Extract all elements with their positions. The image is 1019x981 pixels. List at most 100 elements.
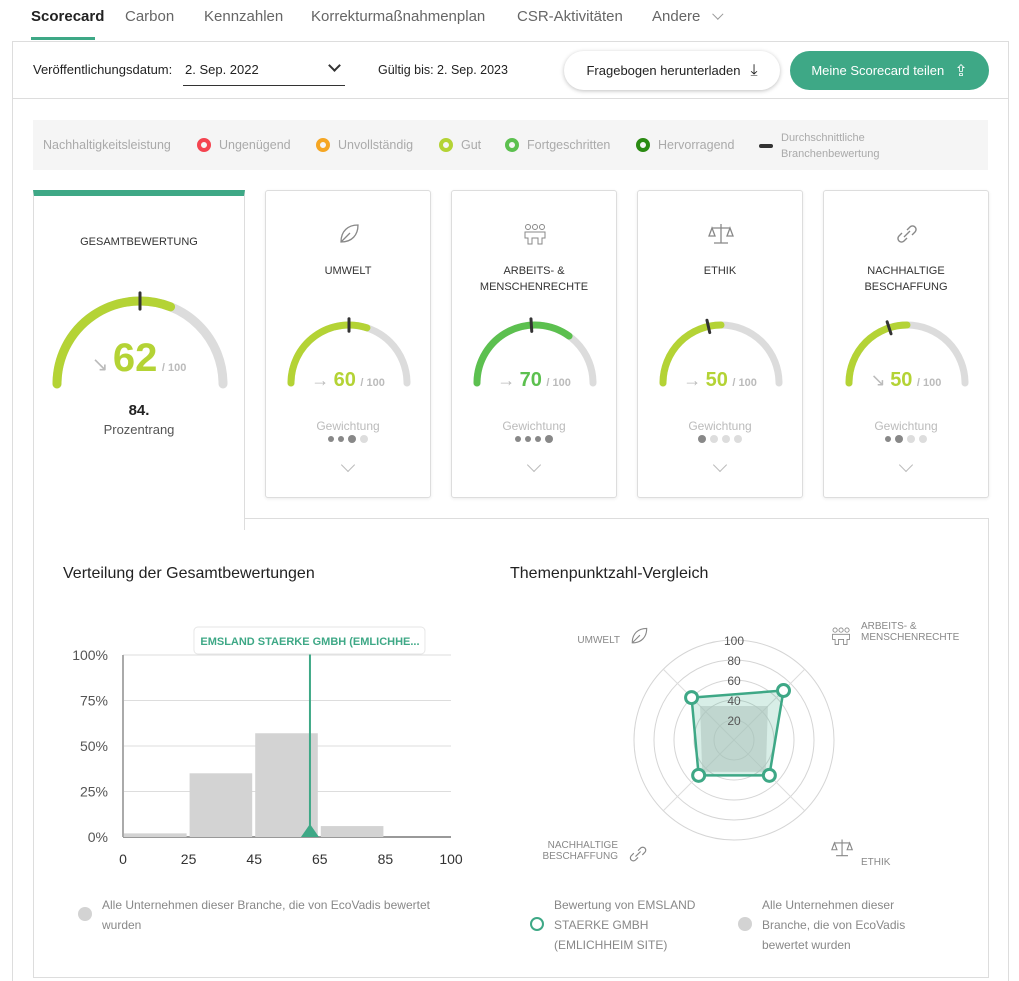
industry-average-marker xyxy=(529,317,534,333)
weight-dot xyxy=(710,435,718,443)
radar-ring xyxy=(673,679,795,801)
company-tooltip-label: EMSLAND STAERKE GMBH (EMLICHHE... xyxy=(200,636,419,648)
chevron-down-icon xyxy=(711,8,724,20)
weight-indicator xyxy=(824,435,988,443)
theme-score: → 60 / 100 xyxy=(266,369,430,392)
tab-andere[interactable]: Andere xyxy=(652,8,724,25)
legend-swatch-gray xyxy=(78,907,92,921)
score-max: / 100 xyxy=(360,377,385,389)
expand-chevron-icon[interactable] xyxy=(266,457,430,475)
weight-dot xyxy=(722,435,730,443)
radar-axis-label: BESCHAFFUNG xyxy=(542,851,618,862)
score-value: 62 xyxy=(112,336,158,380)
tab-korrekturmassnahmenplan[interactable]: Korrekturmaßnahmenplan xyxy=(311,8,486,25)
people-icon xyxy=(524,224,546,245)
theme-card[interactable]: UMWELT → 60 / 100 Gewichtung xyxy=(265,190,431,498)
theme-gauge xyxy=(845,320,969,387)
total-gauge xyxy=(52,291,228,389)
radar-legend-industry: Alle Unternehmen dieser Branche, die von … xyxy=(738,895,905,955)
legend-item: Ungenügend xyxy=(197,138,291,152)
share-label: Meine Scorecard teilen xyxy=(811,63,945,78)
distribution-histogram: 0% 25% 50% 75% 100% 0 25 45 65 85 100 EMSLAND STAER… xyxy=(72,626,463,867)
radar-legend-company: Bewertung von EMSLAND STAERKE GMBH (EMLICH… xyxy=(530,895,695,955)
publication-date-select[interactable]: 2. Sep. 2022 xyxy=(183,52,345,86)
tab-kennzahlen[interactable]: Kennzahlen xyxy=(204,8,284,25)
radar-ring xyxy=(653,659,815,821)
theme-title: ETHIK xyxy=(703,265,737,277)
link-icon xyxy=(629,846,647,862)
download-icon: ⤓ xyxy=(750,61,758,79)
weight-dot xyxy=(328,436,334,442)
legend-title: Nachhaltigkeitsleistung xyxy=(43,138,171,152)
publication-date-value: 2. Sep. 2022 xyxy=(185,62,259,77)
weight-dot xyxy=(338,436,344,442)
trend-icon: → xyxy=(683,370,702,390)
gauge-fill xyxy=(845,321,911,387)
expand-chevron-icon[interactable] xyxy=(824,457,988,475)
radar-tick-label: 100 xyxy=(724,634,744,648)
histogram-bar xyxy=(320,826,384,837)
legend-label: Alle Unternehmen dieser Branche, die von… xyxy=(102,898,430,932)
theme-card[interactable]: NACHHALTIGE BESCHAFFUNG ↘ 50 / 100 Gewich… xyxy=(823,190,989,498)
ring-icon xyxy=(316,138,330,152)
x-tick-label: 25 xyxy=(181,851,197,867)
company-data-point xyxy=(691,767,707,783)
histogram-bar xyxy=(124,833,187,837)
y-tick-label: 0% xyxy=(88,829,108,845)
theme-radar-chart: 20 40 60 80 100 UMWELT ARBEITS- &MENSCHENRECHT… xyxy=(542,621,960,868)
theme-card[interactable]: ETHIK → 50 / 100 Gewichtung xyxy=(637,190,803,498)
y-tick-label: 75% xyxy=(80,693,108,709)
legend-item: Unvollständig xyxy=(316,138,413,152)
legend-label: Fortgeschritten xyxy=(527,138,611,152)
score-value: 60 xyxy=(333,369,356,391)
score-max: / 100 xyxy=(916,377,942,389)
weight-dot xyxy=(895,435,903,443)
gauge-fill xyxy=(52,296,176,389)
expand-chevron-icon[interactable] xyxy=(452,457,616,475)
radar-axis-label: NACHHALTIGE xyxy=(548,840,619,851)
score-value: 50 xyxy=(705,369,728,391)
theme-gauge xyxy=(287,317,411,387)
weight-indicator xyxy=(638,435,802,443)
theme-card[interactable]: ARBEITS- & MENSCHENRECHTE → 70 / 100 Gewi… xyxy=(451,190,617,498)
radar-tick-label: 80 xyxy=(727,654,741,668)
leaf-icon xyxy=(631,627,648,644)
link-icon xyxy=(897,225,917,243)
radar-axis-label: MENSCHENRECHTE xyxy=(861,632,960,643)
percentile-label: Prozentrang xyxy=(103,422,175,437)
total-title: GESAMTBEWERTUNG xyxy=(80,236,198,248)
weight-dot xyxy=(734,435,742,443)
tab-scorecard[interactable]: Scorecard xyxy=(31,8,105,25)
weight-dot xyxy=(525,436,531,442)
weight-label: Gewichtung xyxy=(316,419,380,433)
ring-icon xyxy=(439,138,453,152)
histogram-legend: Alle Unternehmen dieser Branche, die von… xyxy=(78,895,430,935)
x-tick-label: 45 xyxy=(246,851,262,867)
y-tick-label: 25% xyxy=(80,784,108,800)
score-max: / 100 xyxy=(546,377,571,389)
company-marker-triangle xyxy=(300,824,319,837)
ring-icon xyxy=(636,138,650,152)
weight-indicator xyxy=(452,435,616,443)
tab-carbon[interactable]: Carbon xyxy=(125,8,175,25)
expand-chevron-icon[interactable] xyxy=(638,457,802,475)
radar-tick-label: 20 xyxy=(727,714,741,728)
score-value: 50 xyxy=(890,369,913,391)
score-max: / 100 xyxy=(161,362,187,374)
scale-icon xyxy=(831,839,854,857)
share-icon: ⇪ xyxy=(954,62,968,80)
industry-polygon xyxy=(700,706,768,772)
ring-icon xyxy=(197,138,211,152)
share-scorecard-button[interactable]: Meine Scorecard teilen ⇪ xyxy=(790,51,989,90)
performance-legend: Nachhaltigkeitsleistung Ungenügend Unvol… xyxy=(33,120,988,170)
theme-gauge xyxy=(473,317,597,387)
download-questionnaire-button[interactable]: Fragebogen herunterladen ⤓ xyxy=(564,51,780,90)
theme-title: ARBEITS- & MENSCHENRECHTE xyxy=(479,265,589,293)
weight-dot xyxy=(360,435,368,443)
tab-csr-aktivitaeten[interactable]: CSR-Aktivitäten xyxy=(517,8,623,25)
distribution-title: Verteilung der Gesamtbewertungen xyxy=(63,565,315,582)
radar-tick-label: 40 xyxy=(727,694,741,708)
legend-label: Ungenügend xyxy=(219,138,291,152)
company-data-point xyxy=(775,683,791,699)
weight-dot xyxy=(698,435,706,443)
